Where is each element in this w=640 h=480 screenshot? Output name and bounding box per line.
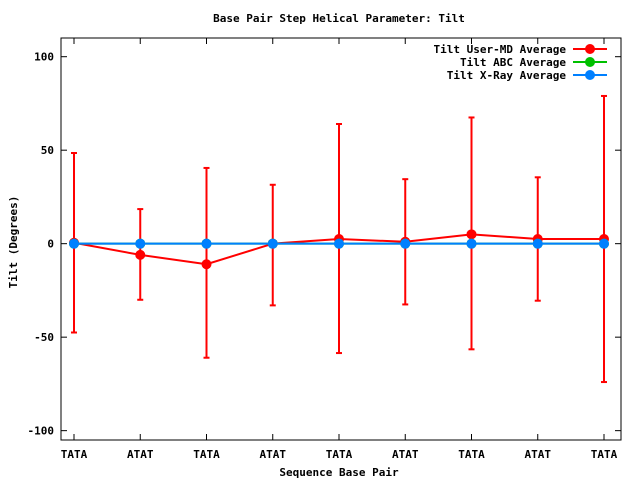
x-tick-label: TATA bbox=[326, 448, 353, 461]
legend-label: Tilt X-Ray Average bbox=[447, 69, 567, 82]
y-tick-label: 50 bbox=[41, 144, 54, 157]
series-2 bbox=[69, 238, 609, 249]
data-point bbox=[400, 238, 411, 249]
x-tick-label: ATAT bbox=[127, 448, 154, 461]
data-point bbox=[599, 238, 609, 249]
x-tick-label: ATAT bbox=[392, 448, 419, 461]
y-axis-label: Tilt (Degrees) bbox=[7, 196, 20, 289]
legend-marker bbox=[585, 70, 595, 80]
legend-label: Tilt User-MD Average bbox=[434, 43, 567, 56]
data-point bbox=[532, 238, 543, 249]
x-tick-label: TATA bbox=[458, 448, 485, 461]
data-point bbox=[267, 238, 278, 249]
x-axis-label: Sequence Base Pair bbox=[279, 466, 399, 479]
data-point bbox=[69, 238, 79, 249]
data-point bbox=[135, 238, 146, 249]
data-point bbox=[466, 238, 477, 249]
x-tick-label: ATAT bbox=[260, 448, 287, 461]
legend-marker bbox=[585, 44, 595, 54]
x-tick-label: TATA bbox=[591, 448, 618, 461]
legend-marker bbox=[585, 57, 595, 67]
series-0 bbox=[69, 94, 609, 384]
x-tick-label: TATA bbox=[61, 448, 88, 461]
data-point bbox=[466, 229, 477, 240]
plot-frame bbox=[60, 37, 622, 441]
x-tick-label: TATA bbox=[193, 448, 220, 461]
chart-title: Base Pair Step Helical Parameter: Tilt bbox=[213, 12, 465, 25]
data-point bbox=[334, 238, 344, 249]
y-tick-label: -50 bbox=[34, 331, 54, 344]
x-axis: TATA ATAT TATA ATAT TATA ATAT TATA ATAT TATA bbox=[61, 38, 618, 461]
series-layer bbox=[69, 94, 609, 384]
y-tick-label: 100 bbox=[34, 51, 54, 64]
legend-label: Tilt ABC Average bbox=[460, 56, 566, 69]
y-tick-label: -100 bbox=[28, 425, 55, 438]
data-point bbox=[201, 259, 212, 270]
data-point bbox=[135, 249, 146, 260]
x-tick-label: ATAT bbox=[525, 448, 552, 461]
data-point bbox=[201, 238, 212, 249]
y-tick-label: 0 bbox=[47, 238, 54, 251]
y-axis: -100 -50 0 50 100 bbox=[28, 51, 621, 438]
